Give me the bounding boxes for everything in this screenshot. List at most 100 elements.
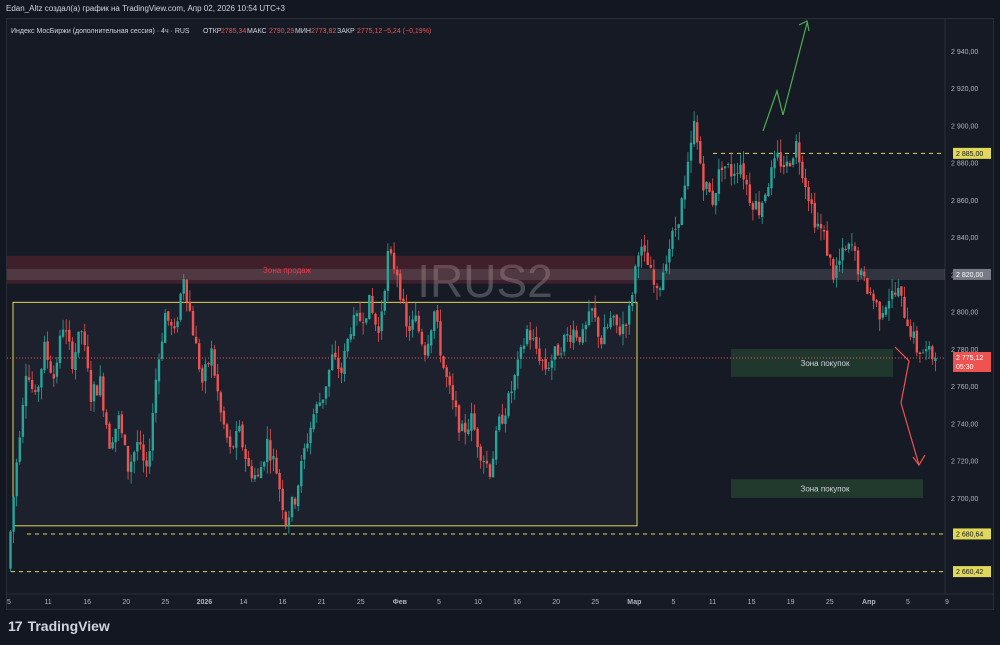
watermark: IRUS2 (417, 255, 552, 307)
candle (83, 323, 86, 352)
candle-body (80, 331, 83, 333)
candle-body (813, 202, 816, 228)
price-tag-2680-text: 2 680,64 (956, 531, 983, 538)
time-tick-label: 5 (437, 599, 441, 606)
candle-body (841, 247, 844, 261)
candle (485, 450, 489, 469)
candle-body (225, 424, 229, 438)
candle-body (222, 410, 226, 425)
candle (395, 265, 399, 288)
candle (414, 302, 417, 323)
candle (460, 420, 464, 432)
buy-zone-2-rect[interactable] (731, 479, 923, 498)
time-tick-label: 25 (161, 599, 169, 606)
candle (74, 343, 77, 380)
candle (566, 327, 569, 342)
price-tag-2885[interactable]: 2 885,00 (953, 147, 991, 159)
candle (318, 392, 322, 407)
candle-body (142, 444, 145, 461)
resistance-band-2820[interactable] (7, 268, 945, 280)
current-price-tag[interactable]: 2 775,12 05:30 (953, 351, 991, 372)
candle (37, 384, 40, 402)
candle (389, 246, 393, 256)
candle-body (136, 442, 139, 452)
candle-body (829, 254, 832, 258)
candle (804, 168, 807, 200)
candle (785, 155, 789, 174)
candle (40, 368, 43, 400)
candle-body (163, 313, 167, 343)
candle (538, 337, 541, 365)
candle (64, 319, 68, 345)
candle-body (510, 391, 513, 394)
chart-area[interactable]: Индекс МосБиржи (дополнительная сессия) … (6, 18, 994, 610)
candle (392, 242, 396, 274)
candle (361, 312, 365, 335)
candle (213, 345, 216, 378)
candle-body (603, 327, 606, 345)
candle-body (838, 260, 841, 265)
candle (612, 314, 615, 326)
candle (528, 321, 532, 350)
candle (668, 239, 671, 275)
candle-body (238, 425, 241, 432)
buy-zone-1-rect[interactable] (731, 348, 893, 377)
candle (665, 255, 668, 274)
sell-zone-rect[interactable] (7, 255, 635, 284)
candle-body (513, 375, 516, 391)
candle (637, 252, 640, 279)
time-tick-label: 25 (826, 599, 834, 606)
price-tick-label: 2 880,00 (951, 161, 978, 168)
candle (126, 445, 130, 480)
legend-low-value: 2773,82 (311, 28, 336, 35)
candle-body (318, 402, 322, 406)
candle (253, 467, 257, 482)
candle (597, 316, 600, 349)
time-tick-label: 5 (906, 599, 910, 606)
candle (532, 329, 535, 341)
candle-body (371, 295, 374, 313)
candle-body (507, 393, 510, 416)
price-tag-2820[interactable]: 2 820,00 (953, 268, 991, 280)
candle-body (782, 164, 786, 168)
bullish-projection-arrow[interactable] (762, 22, 808, 132)
candle (340, 362, 343, 384)
price-tag-2680[interactable]: 2 680,64 (953, 528, 991, 540)
candle-body (442, 356, 445, 368)
candle-body (380, 311, 383, 332)
candle (776, 140, 779, 161)
candle-body (767, 187, 770, 197)
candle (711, 178, 714, 207)
candle-body (819, 224, 823, 229)
candle-body (553, 346, 557, 360)
candle (559, 347, 563, 359)
candle-body (194, 336, 198, 344)
candle (887, 288, 891, 321)
candle (377, 317, 380, 342)
candle (646, 239, 649, 266)
time-tick-label: Апр (862, 599, 876, 606)
candle (15, 458, 18, 507)
candle (225, 422, 229, 443)
candle-body (405, 301, 408, 327)
time-axis[interactable]: 5 11 16 20 25 2026 14 16 21 25 Фев 5 10 16 20 25 Мар 5 11 1… (7, 599, 949, 606)
candle (114, 428, 117, 453)
candle (312, 408, 315, 433)
candle-body (358, 312, 362, 322)
candle (547, 361, 550, 372)
candle (219, 390, 223, 422)
candle (380, 300, 383, 340)
candle-body (501, 414, 504, 424)
candle-body (671, 230, 674, 249)
bearish-projection-arrow[interactable] (894, 346, 920, 466)
price-tag-2660[interactable]: 2 660,42 (953, 566, 991, 578)
time-tick-label: 2026 (197, 599, 213, 606)
candle-body (139, 442, 142, 445)
candle (890, 279, 894, 309)
candle-body (869, 291, 872, 293)
candle (262, 460, 266, 471)
candle (247, 450, 250, 467)
tradingview-logo[interactable]: 17 TradingView (8, 618, 110, 634)
candle (847, 242, 850, 254)
candlestick-chart[interactable]: Индекс МосБиржи (дополнительная сессия) … (7, 19, 993, 609)
